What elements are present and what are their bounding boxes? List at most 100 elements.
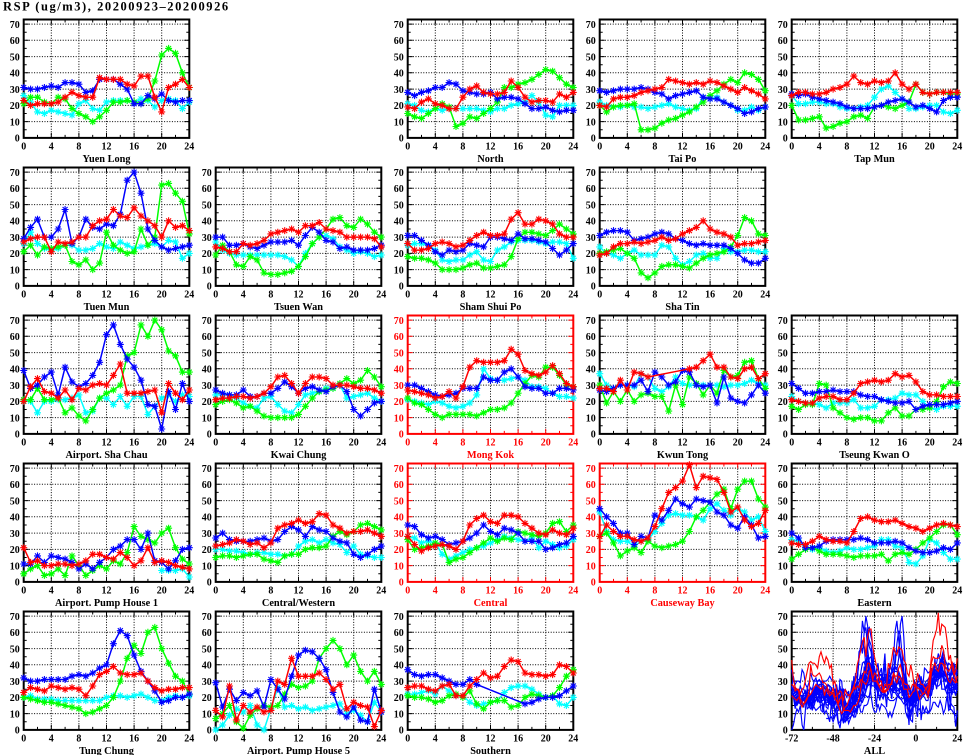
svg-text:70: 70 <box>586 464 596 475</box>
svg-text:40: 40 <box>778 513 788 524</box>
svg-text:4: 4 <box>625 141 630 152</box>
svg-text:50: 50 <box>202 644 212 655</box>
svg-text:Airport. Pump House 5: Airport. Pump House 5 <box>247 746 350 755</box>
svg-text:10: 10 <box>778 413 788 424</box>
svg-text:70: 70 <box>10 464 20 475</box>
svg-text:10: 10 <box>202 561 212 572</box>
svg-text:16: 16 <box>513 437 523 448</box>
svg-text:10: 10 <box>202 709 212 720</box>
svg-text:0: 0 <box>213 437 218 448</box>
svg-text:40: 40 <box>202 513 212 524</box>
svg-text:24: 24 <box>376 585 386 596</box>
svg-text:50: 50 <box>394 200 404 211</box>
svg-text:4: 4 <box>817 585 822 596</box>
svg-text:8: 8 <box>844 585 849 596</box>
svg-text:24: 24 <box>568 585 578 596</box>
svg-text:0: 0 <box>783 578 788 589</box>
svg-text:0: 0 <box>15 134 20 145</box>
svg-text:16: 16 <box>129 733 139 744</box>
svg-text:0: 0 <box>207 726 212 737</box>
svg-text:8: 8 <box>76 585 81 596</box>
svg-text:40: 40 <box>10 661 20 672</box>
svg-text:4: 4 <box>433 733 438 744</box>
svg-text:0: 0 <box>213 585 218 596</box>
svg-text:30: 30 <box>202 677 212 688</box>
svg-text:40: 40 <box>202 217 212 228</box>
svg-text:16: 16 <box>705 585 715 596</box>
svg-text:20: 20 <box>394 545 404 556</box>
svg-text:24: 24 <box>568 733 578 744</box>
svg-text:Tap Mun: Tap Mun <box>854 154 895 165</box>
svg-text:50: 50 <box>586 52 596 63</box>
svg-text:10: 10 <box>10 117 20 128</box>
svg-text:8: 8 <box>460 733 465 744</box>
svg-text:24: 24 <box>952 585 962 596</box>
svg-text:16: 16 <box>513 289 523 300</box>
svg-text:50: 50 <box>394 52 404 63</box>
svg-text:16: 16 <box>129 289 139 300</box>
svg-text:50: 50 <box>10 644 20 655</box>
svg-text:40: 40 <box>394 217 404 228</box>
svg-text:16: 16 <box>705 437 715 448</box>
svg-text:0: 0 <box>783 134 788 145</box>
svg-text:8: 8 <box>268 733 273 744</box>
svg-text:20: 20 <box>157 437 167 448</box>
svg-text:10: 10 <box>586 117 596 128</box>
svg-text:8: 8 <box>460 141 465 152</box>
svg-text:8: 8 <box>76 437 81 448</box>
svg-text:50: 50 <box>778 348 788 359</box>
svg-text:20: 20 <box>157 141 167 152</box>
svg-text:0: 0 <box>591 282 596 293</box>
svg-text:50: 50 <box>778 52 788 63</box>
svg-text:60: 60 <box>10 184 20 195</box>
svg-text:40: 40 <box>202 365 212 376</box>
svg-text:12: 12 <box>870 437 880 448</box>
svg-text:-48: -48 <box>826 733 839 744</box>
svg-text:40: 40 <box>394 69 404 80</box>
svg-text:40: 40 <box>586 365 596 376</box>
svg-text:8: 8 <box>76 733 81 744</box>
svg-text:50: 50 <box>10 200 20 211</box>
svg-text:Tuen Mun: Tuen Mun <box>84 302 130 313</box>
svg-text:60: 60 <box>10 628 20 639</box>
svg-text:40: 40 <box>394 513 404 524</box>
svg-text:20: 20 <box>586 397 596 408</box>
svg-text:8: 8 <box>268 289 273 300</box>
svg-text:12: 12 <box>486 733 496 744</box>
svg-text:40: 40 <box>10 69 20 80</box>
svg-text:Eastern: Eastern <box>857 598 892 609</box>
svg-text:0: 0 <box>405 437 410 448</box>
svg-text:40: 40 <box>778 661 788 672</box>
svg-text:20: 20 <box>394 397 404 408</box>
svg-text:30: 30 <box>778 529 788 540</box>
svg-text:12: 12 <box>678 141 688 152</box>
svg-text:30: 30 <box>586 233 596 244</box>
svg-text:0: 0 <box>405 289 410 300</box>
svg-text:16: 16 <box>897 141 907 152</box>
svg-text:30: 30 <box>202 381 212 392</box>
svg-text:Mong Kok: Mong Kok <box>467 450 514 461</box>
svg-text:50: 50 <box>10 348 20 359</box>
svg-text:30: 30 <box>394 233 404 244</box>
svg-text:20: 20 <box>541 437 551 448</box>
svg-text:70: 70 <box>778 464 788 475</box>
svg-text:12: 12 <box>102 585 112 596</box>
svg-text:4: 4 <box>433 437 438 448</box>
svg-text:20: 20 <box>586 545 596 556</box>
svg-text:20: 20 <box>541 289 551 300</box>
svg-text:8: 8 <box>268 437 273 448</box>
svg-text:24: 24 <box>184 585 194 596</box>
svg-text:0: 0 <box>15 726 20 737</box>
svg-text:0: 0 <box>15 578 20 589</box>
svg-text:20: 20 <box>778 545 788 556</box>
svg-text:70: 70 <box>202 464 212 475</box>
svg-text:RSP (ug/m3), 20200923–20200926: RSP (ug/m3), 20200923–20200926 <box>3 0 230 14</box>
svg-text:30: 30 <box>394 677 404 688</box>
svg-text:20: 20 <box>202 397 212 408</box>
svg-text:20: 20 <box>733 437 743 448</box>
svg-text:50: 50 <box>586 496 596 507</box>
svg-text:70: 70 <box>586 20 596 31</box>
svg-text:12: 12 <box>486 141 496 152</box>
svg-text:20: 20 <box>541 141 551 152</box>
svg-text:0: 0 <box>21 289 26 300</box>
